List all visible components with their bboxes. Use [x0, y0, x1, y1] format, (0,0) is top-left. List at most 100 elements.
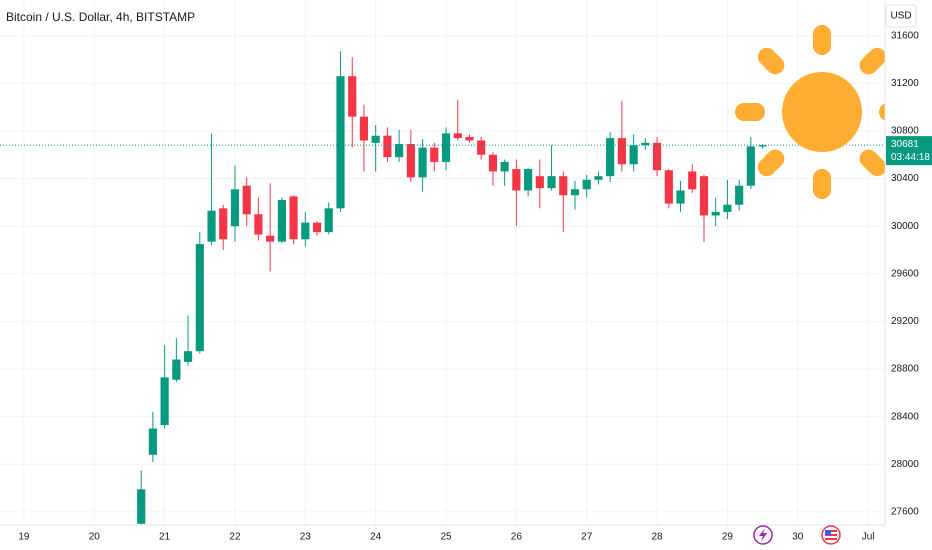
candle-body	[195, 244, 204, 352]
currency: USD	[890, 11, 911, 22]
y-tick-label: 28800	[891, 364, 919, 375]
candle-body	[383, 135, 392, 158]
candle-body	[652, 142, 662, 171]
x-tick-label: 25	[440, 532, 452, 543]
candle-body	[758, 145, 767, 147]
candle-body	[746, 146, 755, 186]
x-tick-label: 22	[229, 532, 241, 543]
candle-body	[617, 138, 626, 165]
candle-body	[242, 185, 251, 215]
candle-body	[699, 176, 709, 216]
candle-body	[254, 214, 263, 235]
last-price-box	[886, 136, 932, 166]
x-tick-label: 23	[300, 532, 312, 543]
x-tick-label: 26	[511, 532, 523, 543]
candle-body	[676, 190, 685, 204]
candle-body	[324, 208, 333, 233]
x-tick-label: 30	[792, 532, 804, 543]
candle-body	[453, 133, 462, 139]
x-tick-label: 19	[18, 532, 30, 543]
candle-body	[465, 136, 474, 141]
candle-body	[441, 133, 451, 162]
candle-body	[582, 179, 591, 190]
candle-body	[207, 210, 216, 242]
candle-body	[641, 142, 650, 146]
x-tick-label: 29	[722, 532, 734, 543]
candle-body	[266, 235, 275, 242]
candle-body	[148, 428, 157, 455]
y-tick-label: 30400	[891, 173, 919, 184]
event-icons	[753, 525, 841, 545]
candle-body	[594, 176, 603, 180]
candle-body	[172, 359, 181, 380]
candle-body	[348, 76, 357, 117]
lightning-glyph	[759, 528, 767, 542]
y-tick-label: 27600	[891, 507, 919, 518]
x-tick-label: 27	[581, 532, 593, 543]
candle-body	[219, 208, 228, 240]
y-tick-label: 30800	[891, 126, 919, 137]
sun-ray	[757, 149, 785, 177]
time-axis-bg	[0, 525, 932, 550]
candle-body	[289, 196, 298, 240]
flag-stripe	[825, 536, 837, 538]
candle-body	[488, 154, 498, 172]
candle-body	[395, 144, 404, 158]
y-tick-label: 29200	[891, 316, 919, 327]
x-tick-label: 28	[652, 532, 664, 543]
candle-body	[535, 176, 544, 189]
candle-body	[418, 147, 427, 178]
y-tick-label: 29600	[891, 268, 919, 279]
x-tick-label: 21	[159, 532, 171, 543]
candle-body	[430, 147, 439, 162]
candle-body	[277, 200, 286, 242]
candle-body	[711, 211, 720, 216]
candle-body	[664, 170, 673, 204]
candle-body	[301, 222, 310, 240]
candle-body	[735, 185, 744, 205]
candle-body	[547, 176, 556, 189]
flag-canton	[825, 530, 831, 535]
candle-body	[137, 489, 146, 524]
sun-ray	[859, 149, 887, 177]
sun-disc	[782, 72, 862, 152]
candle-body	[500, 161, 509, 172]
candle-body	[524, 169, 533, 191]
candle-body	[160, 377, 169, 425]
y-tick-label: 30000	[891, 221, 919, 232]
sun-ray	[859, 47, 887, 75]
candle-body	[406, 144, 415, 178]
sun-ray	[757, 47, 785, 75]
currency-box	[885, 4, 917, 28]
price-axis-bg	[885, 0, 932, 550]
candle-body	[570, 189, 580, 196]
candle-body	[336, 76, 345, 209]
candle-body	[183, 351, 193, 362]
grid	[0, 0, 885, 525]
last-price-label: 30681	[891, 139, 919, 150]
countdown: 03:44:18	[891, 152, 930, 163]
candle-body	[723, 204, 732, 212]
y-tick-label: 31200	[891, 78, 919, 89]
axes: 27600 28000 28400 28800 29200 29600 30000 30400…	[18, 30, 919, 542]
y-tick-label: 28400	[891, 411, 919, 422]
candle-body	[312, 222, 322, 233]
candle-body	[512, 169, 521, 191]
sun-ray	[813, 169, 831, 199]
candle-body	[629, 145, 638, 165]
candle-body	[230, 189, 240, 227]
y-tick-label: 28000	[891, 459, 919, 470]
candle-body	[371, 135, 380, 143]
candle-body	[559, 176, 568, 196]
x-tick-label: Jul	[862, 532, 875, 543]
y-tick-label: 31600	[891, 30, 919, 41]
sun-sticker	[735, 25, 909, 199]
candle-body	[477, 140, 486, 155]
candle-body	[688, 171, 697, 190]
x-tick-label: 24	[370, 532, 382, 543]
chart-title: Bitcoin / U.S. Dollar, 4h, BITSTAMP	[6, 10, 195, 24]
x-tick-label: 20	[89, 532, 101, 543]
